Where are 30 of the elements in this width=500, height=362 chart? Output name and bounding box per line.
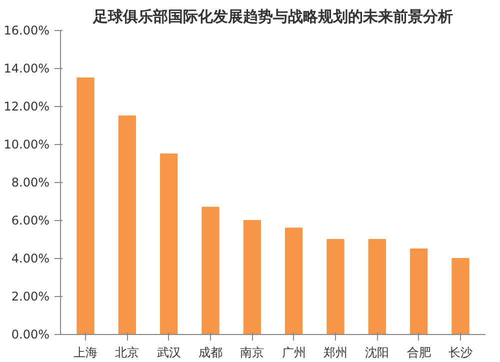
x-tick-label: 武汉 — [156, 346, 181, 360]
chart-title: 足球俱乐部国际化发展趋势与战略规划的未来前景分析 — [92, 8, 453, 26]
bar — [118, 116, 136, 334]
y-tick-label: 8.00% — [11, 176, 50, 190]
y-tick-label: 6.00% — [11, 214, 50, 228]
y-tick-label: 2.00% — [11, 290, 50, 304]
x-tick-label: 长沙 — [448, 346, 472, 360]
x-tick-label: 成都 — [198, 346, 222, 360]
bar — [76, 78, 94, 334]
y-tick-label: 4.00% — [11, 252, 50, 266]
x-tick-label: 郑州 — [324, 346, 348, 360]
x-tick-label: 上海 — [74, 346, 98, 360]
x-tick-label: 沈阳 — [365, 346, 390, 360]
x-tick-label: 南京 — [240, 346, 264, 360]
x-tick-label: 合肥 — [406, 346, 431, 360]
y-tick-label: 10.00% — [4, 138, 50, 152]
bar — [285, 228, 303, 334]
bar — [160, 154, 178, 334]
bar — [202, 206, 220, 334]
y-tick-label: 0.00% — [11, 328, 50, 342]
y-tick-label: 14.00% — [4, 62, 50, 76]
bar — [326, 239, 344, 334]
x-tick-label: 广州 — [282, 346, 306, 360]
bar — [410, 248, 428, 334]
y-tick-label: 16.00% — [4, 24, 50, 38]
x-tick-label: 北京 — [115, 346, 140, 360]
y-tick-label: 12.00% — [4, 100, 50, 114]
bar — [452, 258, 470, 334]
bar — [368, 239, 386, 334]
bar — [243, 220, 261, 334]
